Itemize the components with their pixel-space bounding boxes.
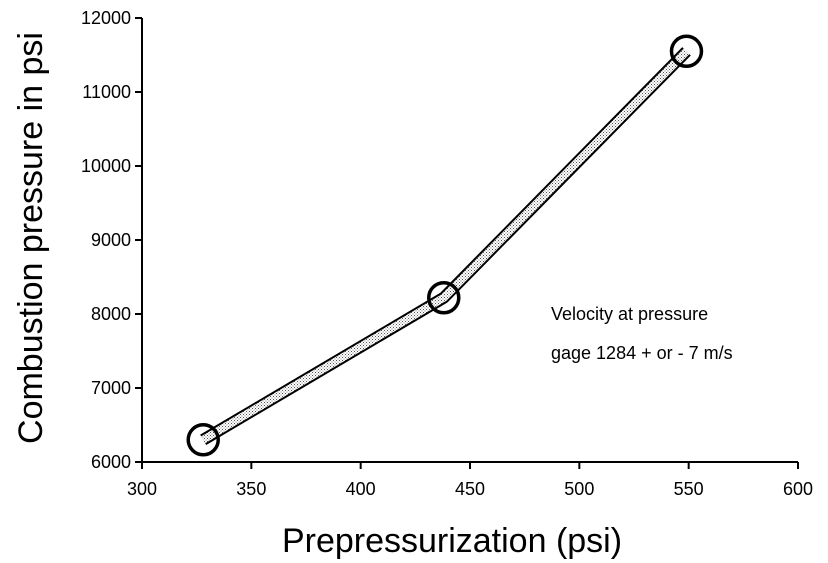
y-tick-label: 12000 [81,8,131,28]
x-tick-label: 300 [127,479,157,499]
x-ticks: 300 350 400 450 500 550 600 [127,462,813,499]
y-tick-label: 8000 [91,304,131,324]
x-tick-label: 350 [236,479,266,499]
series-line-fill [201,48,690,444]
annotation-line-1: Velocity at pressure [551,304,708,324]
data-point-marker [186,423,220,457]
data-point-marker [669,34,704,69]
y-tick-label: 6000 [91,452,131,472]
y-axis-title: Combustion pressure in psi [12,32,50,444]
series-layer [186,34,704,457]
annotation-line-2: gage 1284 + or - 7 m/s [551,343,733,363]
y-tick-label: 10000 [81,156,131,176]
data-point-marker [427,280,461,315]
x-axis-title: Prepressurization (psi) [282,522,622,560]
x-tick-label: 550 [674,479,704,499]
x-tick-label: 450 [455,479,485,499]
series-line-outline [200,47,691,445]
y-ticks: 6000 7000 8000 9000 10000 11000 12000 [81,8,142,472]
x-tick-label: 500 [564,479,594,499]
y-tick-label: 7000 [91,378,131,398]
x-tick-label: 400 [346,479,376,499]
x-tick-label: 600 [783,479,813,499]
y-tick-label: 11000 [82,82,131,102]
y-tick-label: 9000 [91,230,131,250]
